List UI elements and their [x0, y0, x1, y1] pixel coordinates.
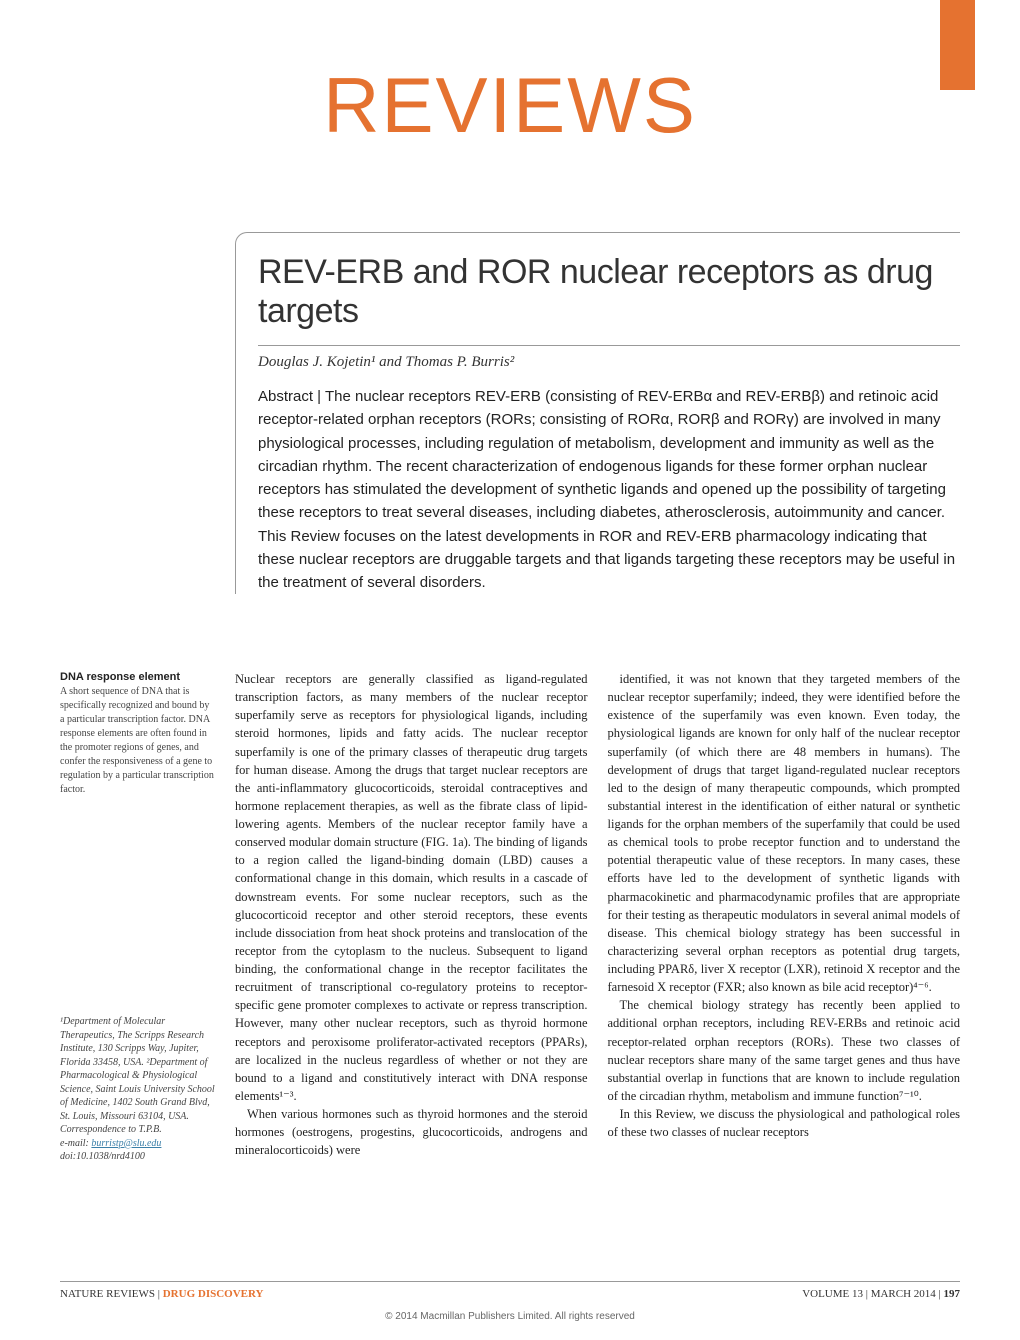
footer-journal-name: NATURE REVIEWS |	[60, 1288, 163, 1300]
article-header-box: REV-ERB and ROR nuclear receptors as dru…	[235, 232, 960, 594]
body-paragraph: In this Review, we discuss the physiolog…	[608, 1105, 961, 1141]
article-body: Nuclear receptors are generally classifi…	[235, 670, 960, 1159]
article-abstract: Abstract | The nuclear receptors REV-ERB…	[258, 385, 960, 594]
body-paragraph: When various hormones such as thyroid ho…	[235, 1105, 588, 1159]
footer-issue-text: VOLUME 13 | MARCH 2014 |	[802, 1288, 943, 1300]
definition-term: DNA response element	[60, 670, 215, 685]
section-header: REVIEWS	[0, 60, 1020, 151]
copyright-line: © 2014 Macmillan Publishers Limited. All…	[0, 1311, 1020, 1322]
body-paragraph: identified, it was not known that they t…	[608, 670, 961, 996]
article-authors: Douglas J. Kojetin¹ and Thomas P. Burris…	[258, 345, 960, 371]
sidebar-affiliations: ¹Department of Molecular Therapeutics, T…	[60, 1015, 215, 1164]
footer-rule	[60, 1281, 960, 1282]
footer-issue: VOLUME 13 | MARCH 2014 | 197	[802, 1288, 960, 1300]
footer-page-number: 197	[944, 1288, 961, 1300]
body-paragraph: The chemical biology strategy has recent…	[608, 996, 961, 1105]
body-paragraph: Nuclear receptors are generally classifi…	[235, 670, 588, 1105]
definition-text: A short sequence of DNA that is specific…	[60, 685, 215, 797]
email-label: e-mail:	[60, 1138, 91, 1149]
footer-journal: NATURE REVIEWS | DRUG DISCOVERY	[60, 1288, 264, 1300]
sidebar-definition: DNA response element A short sequence of…	[60, 670, 215, 797]
article-title: REV-ERB and ROR nuclear receptors as dru…	[258, 253, 960, 331]
affiliations-text: ¹Department of Molecular Therapeutics, T…	[60, 1016, 215, 1135]
doi-text: doi:10.1038/nrd4100	[60, 1151, 145, 1162]
email-link[interactable]: burristp@slu.edu	[91, 1138, 161, 1149]
footer-brand: DRUG DISCOVERY	[163, 1288, 264, 1300]
